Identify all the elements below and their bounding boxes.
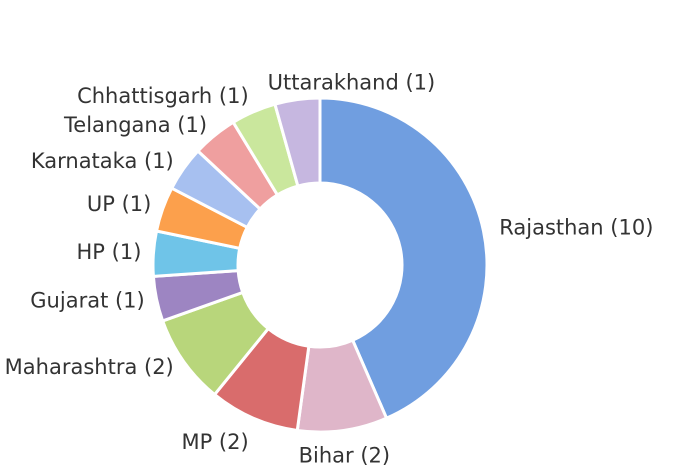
slice-label: Bihar (2) <box>299 443 390 467</box>
slice-label: Gujarat (1) <box>30 288 144 312</box>
slice <box>273 96 322 188</box>
slice-label: HP (1) <box>77 240 142 264</box>
slice-label: UP (1) <box>87 192 151 216</box>
slice-label: Uttarakhand (1) <box>268 71 436 95</box>
slice-label: Rajasthan (10) <box>499 216 653 240</box>
slice-label: MP (2) <box>181 430 248 454</box>
slice-label: Maharashtra (2) <box>5 355 174 379</box>
slice <box>318 96 489 421</box>
slice-label: Karnataka (1) <box>31 149 174 173</box>
slice-label: Telangana (1) <box>63 113 207 137</box>
slice-label: Chhattisgarh (1) <box>77 84 249 108</box>
